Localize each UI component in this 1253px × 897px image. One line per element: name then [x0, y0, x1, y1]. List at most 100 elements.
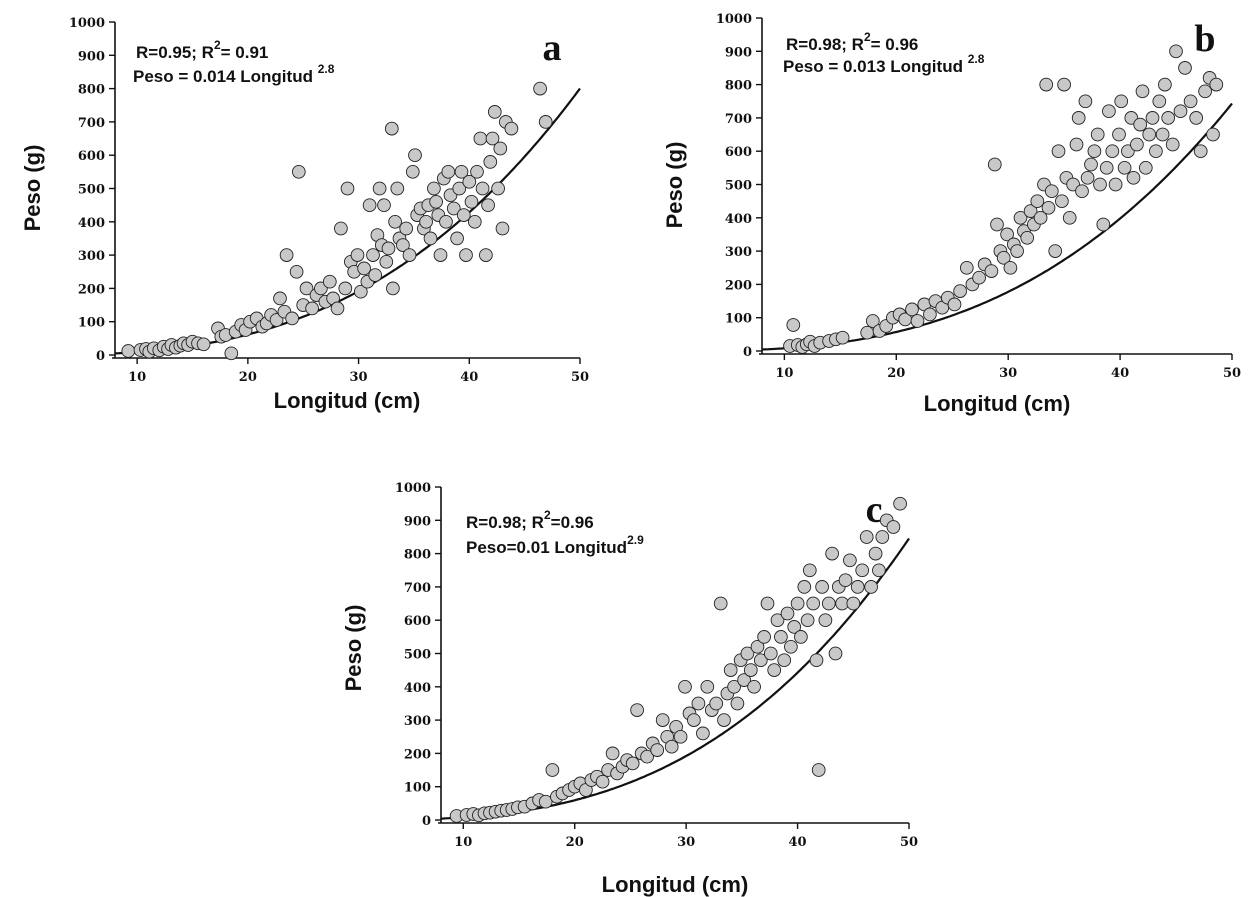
data-point: [467, 214, 482, 229]
data-point: [763, 646, 778, 661]
y-tick-label: 1000: [395, 481, 431, 496]
correlation-stat-value: = 0.91: [221, 43, 269, 62]
data-point: [1105, 144, 1120, 159]
data-point: [784, 639, 798, 654]
y-axis-title: Peso (g): [20, 145, 45, 232]
correlation-annotation: R=0.98; R2= 0.96: [786, 30, 918, 54]
data-point: [1051, 144, 1066, 159]
data-point: [405, 164, 420, 179]
data-point: [1135, 84, 1150, 99]
equation-main: Peso=0.01 Longitud: [466, 538, 627, 557]
panel-letter: c: [866, 489, 883, 531]
data-point: [815, 580, 829, 594]
data-point: [396, 238, 410, 252]
data-point: [1206, 127, 1220, 142]
data-point: [787, 620, 802, 634]
data-point: [485, 131, 500, 146]
data-point: [1078, 94, 1093, 109]
data-point: [809, 653, 824, 668]
correlation-stat: R=0.98; R: [466, 513, 544, 532]
data-point: [678, 679, 692, 694]
data-point: [1055, 194, 1069, 209]
x-axis-title: Longitud (cm): [274, 388, 421, 413]
data-point: [1108, 177, 1123, 192]
y-tick-label: 0: [422, 814, 431, 829]
data-point: [481, 198, 495, 213]
data-point: [650, 743, 665, 757]
data-point: [121, 344, 136, 358]
data-point: [464, 194, 479, 209]
data-point: [1114, 94, 1129, 109]
x-tick-label: 40: [460, 370, 478, 385]
data-point: [372, 181, 387, 196]
data-point: [987, 157, 1002, 172]
y-tick-label: 300: [404, 714, 431, 729]
data-point: [1193, 144, 1208, 159]
y-tick-label: 200: [725, 278, 752, 293]
data-point: [905, 302, 919, 317]
data-point: [780, 606, 795, 621]
data-point: [1087, 144, 1102, 159]
y-tick-label: 500: [725, 179, 752, 194]
data-point: [483, 155, 498, 169]
data-point: [470, 164, 484, 179]
data-point: [717, 713, 731, 727]
equation-main: Peso = 0.013 Longitud: [783, 57, 968, 76]
data-point: [655, 713, 670, 727]
data-point: [821, 596, 836, 611]
data-point: [285, 311, 299, 326]
data-point: [800, 613, 815, 628]
data-point: [790, 596, 805, 611]
y-tick-label: 900: [78, 49, 105, 64]
data-point: [408, 148, 422, 163]
data-point: [747, 679, 761, 694]
data-point: [493, 141, 508, 156]
data-point: [893, 496, 907, 511]
data-point: [1145, 111, 1160, 125]
data-point: [767, 663, 782, 677]
data-point: [423, 231, 438, 246]
y-tick-label: 100: [78, 316, 105, 331]
data-point: [381, 241, 396, 256]
data-point: [357, 261, 371, 276]
data-point: [797, 580, 812, 594]
data-point: [828, 646, 843, 661]
data-point: [743, 663, 758, 677]
data-point: [289, 264, 304, 279]
y-tick-label: 0: [96, 349, 105, 364]
x-tick-label: 30: [999, 366, 1017, 381]
x-tick-label: 10: [775, 366, 793, 381]
x-tick-label: 40: [789, 835, 807, 850]
data-point: [1039, 77, 1054, 92]
data-point: [1071, 111, 1086, 125]
data-point: [740, 646, 755, 661]
data-point: [1117, 160, 1132, 175]
data-point: [1093, 177, 1107, 192]
y-tick-label: 500: [78, 183, 105, 198]
data-point: [713, 596, 728, 611]
data-point: [538, 794, 553, 809]
data-point: [273, 291, 287, 306]
data-point: [835, 330, 850, 345]
data-point: [1178, 61, 1192, 75]
data-point: [864, 580, 878, 594]
equation-main: Peso = 0.014 Longitud: [133, 67, 318, 86]
data-point: [691, 696, 706, 711]
data-point: [1000, 227, 1014, 242]
data-point: [224, 346, 239, 361]
data-point: [818, 613, 833, 628]
correlation-annotation: R=0.98; R2=0.96: [466, 508, 594, 532]
chart-panel-a: Peso (g) Longitud (cm) R=0.95; R2= 0.91 …: [20, 16, 589, 413]
data-point: [1069, 137, 1084, 152]
data-point: [875, 530, 890, 544]
data-point: [1155, 127, 1170, 142]
y-axis-title: Peso (g): [662, 142, 687, 229]
data-point: [1161, 111, 1176, 125]
data-point: [1033, 210, 1048, 225]
data-point: [953, 284, 967, 298]
data-point: [340, 181, 355, 196]
data-point: [487, 105, 502, 119]
data-point: [384, 121, 399, 136]
data-point: [1030, 194, 1045, 209]
data-point: [1165, 137, 1180, 152]
